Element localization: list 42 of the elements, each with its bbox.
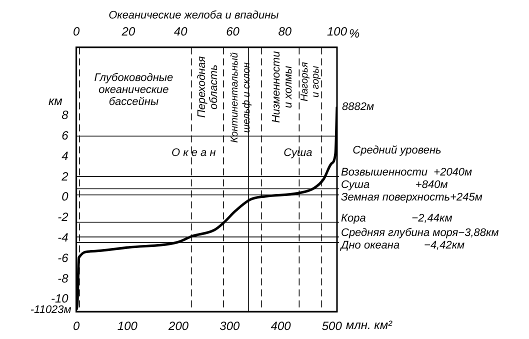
- text: Океанические желоба и впадины: [108, 9, 279, 22]
- y-tick-label: -8: [58, 271, 69, 286]
- y-tick-label: -4: [58, 230, 69, 244]
- y-tick-label: 6: [62, 128, 69, 142]
- x-tick-label: 500: [322, 319, 342, 334]
- annotation: Переходная область: [196, 56, 220, 118]
- y-tick-label: -10: [51, 292, 69, 306]
- x-tick-label: 400: [270, 319, 292, 334]
- annotation: -11023м: [30, 304, 72, 316]
- annotation: О к е а н: [172, 147, 216, 160]
- ref-line-label: Земная поверхность+245м: [341, 192, 483, 204]
- x-tick-label: 300: [220, 319, 240, 334]
- ref-line-label: Суша +840м: [341, 179, 448, 192]
- ref-line-label: Возвышенности +2040м: [341, 166, 473, 179]
- annotation: Глубоководные океанические бассейны: [94, 72, 174, 108]
- x-tick-label: 100: [117, 319, 138, 334]
- annotation: Низменности и холмы: [270, 51, 294, 123]
- y-axis-title: км: [48, 94, 62, 108]
- x-tick-label: 200: [168, 319, 189, 334]
- y-tick-label: 4: [62, 148, 69, 163]
- x-tick-label: 0: [73, 319, 80, 334]
- text: Средний уровень: [352, 144, 442, 156]
- x2-tick-label: 0: [73, 24, 80, 39]
- x2-tick-label: 40: [174, 24, 188, 39]
- x2-tick-label: 100: [326, 24, 348, 39]
- y-tick-label: 0: [62, 190, 69, 204]
- annotation: Суша: [284, 147, 312, 160]
- annotation: Нагорья и горы: [299, 61, 322, 102]
- annotation: Континентальный шельф и склон: [229, 52, 252, 143]
- x2-tick-label: 80: [278, 24, 292, 39]
- y-tick-label: -6: [58, 250, 69, 265]
- ref-line-label: Кора −2,44км: [341, 212, 453, 224]
- annotation: 8882м: [342, 100, 374, 113]
- y-tick-label: 8: [62, 108, 69, 122]
- ref-line-label: Дно океана −4,42км: [339, 239, 466, 252]
- y-tick-label: 2: [60, 169, 69, 184]
- x2-tick-label: 20: [120, 24, 136, 39]
- x-axis-title: млн. км²: [346, 318, 394, 332]
- x2-tick-label: 60: [226, 24, 240, 39]
- ref-line-label: Средняя глубина моря−3,88км: [341, 226, 500, 239]
- y-tick-label: -2: [58, 210, 69, 224]
- x2-axis-title: %: [349, 26, 360, 41]
